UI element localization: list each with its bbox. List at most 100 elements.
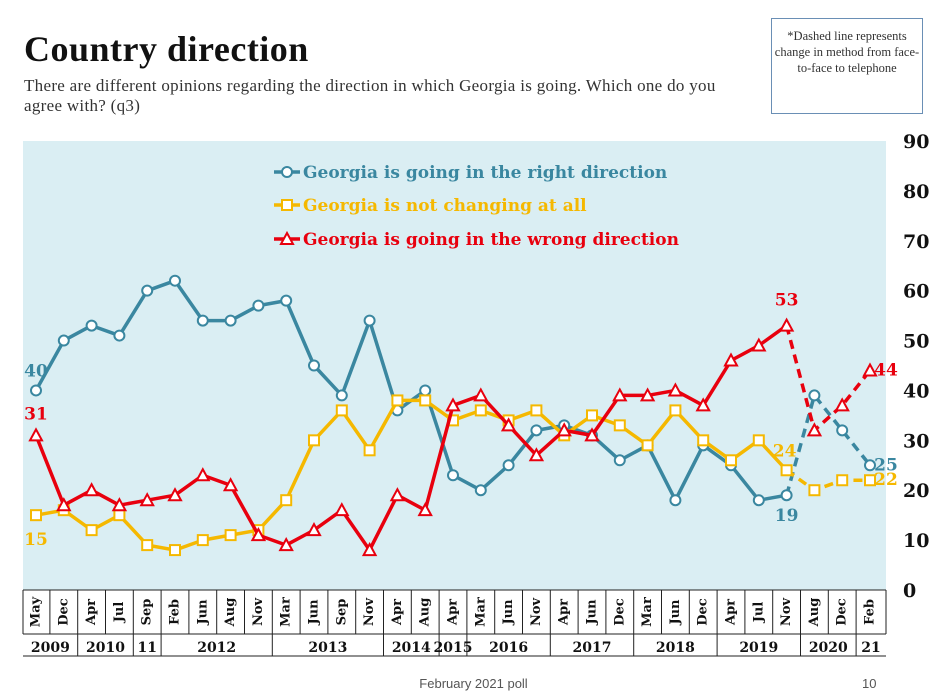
x-tick-label: Aug: [418, 598, 433, 628]
data-label-right: 19: [775, 506, 799, 526]
data-point-wrong: [528, 447, 545, 462]
data-label-right: 40: [24, 361, 48, 381]
data-point-right: [447, 469, 459, 482]
data-point-right: [169, 274, 181, 287]
x-tick-label: Sep: [334, 599, 349, 626]
data-point-wrong: [139, 492, 155, 507]
data-point-same: [697, 434, 710, 447]
data-point-right: [780, 489, 793, 502]
data-point-wrong: [751, 337, 767, 352]
data-point-wrong: [56, 497, 72, 512]
data-point-same: [780, 464, 793, 477]
data-point-wrong: [83, 482, 100, 497]
y-tick-label: 80: [903, 181, 929, 203]
x-tick-label: Apr: [84, 599, 99, 626]
series-line-dashed-wrong: [784, 325, 872, 434]
data-point-right: [196, 314, 209, 327]
year-label: 2014: [392, 640, 431, 656]
series-line-dashed-same: [785, 468, 870, 493]
y-tick-label: 90: [903, 131, 929, 153]
data-point-wrong: [695, 397, 711, 412]
year-label: 2017: [573, 640, 612, 656]
data-point-right: [669, 494, 682, 507]
data-point-same: [725, 454, 737, 467]
x-tick-label: Mar: [279, 597, 294, 627]
data-point-right: [224, 314, 237, 327]
y-tick-label: 60: [903, 281, 929, 303]
x-tick-label: Nov: [251, 598, 266, 627]
data-point-wrong: [445, 397, 461, 412]
data-point-wrong: [389, 487, 406, 502]
plot-area: [23, 141, 886, 590]
data-point-same: [669, 404, 682, 417]
x-tick-label: Jun: [501, 599, 516, 626]
axis-frame: [23, 589, 886, 657]
legend-label-same: Georgia is not changing at all: [303, 196, 587, 216]
data-point-right: [419, 384, 432, 397]
data-point-same: [864, 474, 876, 487]
data-point-wrong: [667, 382, 684, 397]
x-tick-label: Aug: [223, 598, 238, 628]
data-point-wrong: [806, 422, 823, 437]
data-label-right: 25: [874, 455, 898, 475]
data-point-right: [308, 359, 320, 372]
y-tick-label: 10: [903, 530, 929, 552]
x-tick-label: Apr: [446, 599, 461, 626]
data-point-right: [752, 494, 765, 507]
x-tick-label: Jun: [195, 599, 210, 626]
year-label: 2020: [809, 640, 848, 656]
x-tick-label: Mar: [473, 597, 488, 627]
x-tick-label: Jun: [585, 599, 600, 626]
y-axis-ticks: 0 10 20 30 40 50 60 70 80 90: [903, 131, 929, 602]
data-point-wrong: [556, 422, 572, 437]
data-point-wrong: [306, 522, 322, 537]
year-label: 2015: [434, 640, 473, 656]
data-point-right: [864, 459, 876, 472]
data-point-wrong: [862, 362, 878, 377]
data-point-wrong: [612, 387, 628, 402]
year-label: 2010: [86, 640, 125, 656]
year-label: 11: [137, 640, 156, 656]
legend: Georgia is going in the right direction G…: [274, 163, 679, 250]
x-tick-label: Jun: [668, 599, 683, 626]
data-point-same: [30, 509, 42, 522]
series-line-dashed-right: [784, 391, 872, 496]
data-label-same: 24: [773, 441, 797, 461]
data-point-wrong: [250, 527, 267, 542]
legend-marker-wrong: [279, 230, 295, 245]
data-point-same: [752, 434, 765, 447]
data-point-wrong: [222, 477, 239, 492]
x-tick-label: Jul: [112, 602, 127, 624]
data-point-wrong: [278, 537, 294, 552]
method-note-box: *Dashed line represents change in method…: [771, 18, 923, 114]
x-tick-label: Apr: [724, 599, 739, 626]
page-title: Country direction: [24, 29, 309, 69]
legend-marker-same: [281, 199, 293, 211]
data-point-wrong: [195, 467, 211, 482]
year-label: 2009: [31, 640, 70, 656]
footer-source: February 2021 poll: [419, 676, 528, 691]
data-point-same: [391, 394, 404, 407]
year-label: 2019: [739, 640, 778, 656]
data-point-right: [836, 424, 849, 437]
data-point-same: [169, 544, 181, 557]
data-label-wrong: 53: [775, 291, 799, 311]
page-number: 10: [862, 676, 877, 691]
data-point-wrong: [778, 317, 795, 332]
x-tick-label: Jul: [751, 602, 766, 624]
legend-label-wrong: Georgia is going in the wrong direction: [303, 230, 679, 250]
data-point-right: [474, 484, 487, 497]
year-label: 2013: [308, 640, 347, 656]
x-tick-label: Feb: [863, 599, 878, 625]
data-point-right: [502, 459, 515, 472]
x-tick-label: Nov: [529, 598, 544, 627]
data-point-same: [419, 394, 432, 407]
x-axis-years: 2009 2010 11 2012 2013 2014 2015 2016 2017 2018 20…: [31, 634, 881, 656]
data-point-right: [252, 299, 265, 312]
data-point-same: [113, 509, 126, 522]
y-tick-label: 50: [903, 331, 929, 353]
data-point-wrong: [417, 502, 433, 517]
series-line-wrong: [34, 324, 788, 552]
data-point-same: [530, 404, 543, 417]
